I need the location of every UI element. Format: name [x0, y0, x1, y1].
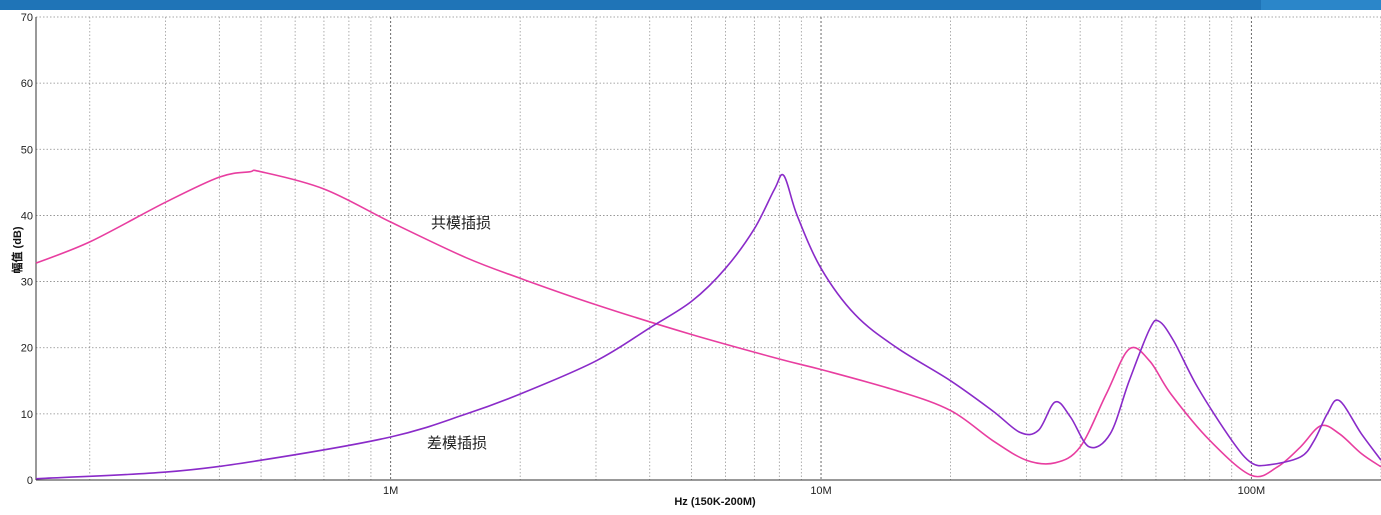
y-tick-label: 0	[27, 475, 33, 487]
series-differential-mode-line	[35, 173, 1381, 480]
tick-labels: 0 10 20 30 40 50 60 70 1M 10M 100M	[21, 12, 1265, 497]
axes	[35, 17, 1381, 481]
y-tick-label: 20	[21, 343, 33, 355]
x-tick-label: 100M	[1238, 485, 1266, 497]
grid-lines	[36, 16, 1381, 481]
y-tick-label: 60	[21, 78, 33, 90]
x-axis-title: Hz (150K-200M)	[674, 496, 756, 508]
y-tick-label: 70	[21, 12, 33, 24]
y-tick-label: 10	[21, 409, 33, 421]
window-title-bar	[0, 0, 1381, 10]
y-tick-label: 30	[21, 277, 33, 289]
series-common-mode-line	[35, 169, 1381, 478]
x-tick-label: 10M	[810, 485, 831, 497]
annotation-common-mode: 共模插损	[431, 215, 491, 232]
y-axis-title: 幅值 (dB)	[10, 226, 24, 273]
plot-background	[36, 17, 1381, 480]
series-lines	[35, 169, 1381, 480]
y-tick-label: 40	[21, 210, 33, 222]
y-tick-label: 50	[21, 144, 33, 156]
title-bar-accent	[1261, 0, 1381, 10]
annotation-differential-mode: 差模插损	[427, 435, 487, 452]
x-tick-label: 1M	[383, 485, 398, 497]
